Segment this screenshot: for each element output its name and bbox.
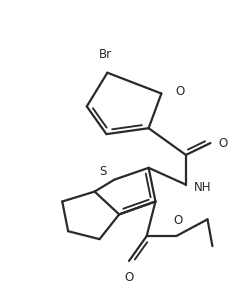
Text: O: O — [218, 137, 228, 150]
Text: O: O — [124, 271, 134, 284]
Text: Br: Br — [99, 48, 112, 61]
Text: S: S — [99, 165, 106, 178]
Text: O: O — [173, 214, 183, 227]
Text: O: O — [175, 85, 184, 98]
Text: NH: NH — [194, 181, 211, 194]
